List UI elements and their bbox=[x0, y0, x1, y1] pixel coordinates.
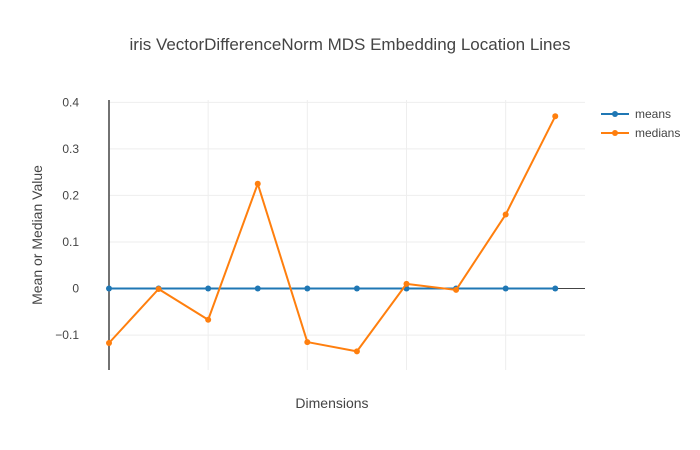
data-point-medians[interactable] bbox=[453, 286, 460, 293]
y-tick-label: −0.1 bbox=[55, 328, 79, 342]
data-point-means[interactable] bbox=[205, 285, 212, 292]
data-point-medians[interactable] bbox=[304, 339, 311, 346]
data-point-medians[interactable] bbox=[403, 280, 410, 287]
y-tick-label: 0.3 bbox=[62, 142, 79, 156]
grid-lines bbox=[109, 100, 585, 370]
legend-label-medians: medians bbox=[635, 126, 680, 140]
data-point-means[interactable] bbox=[552, 285, 559, 292]
legend-item-medians[interactable]: medians bbox=[601, 126, 680, 140]
y-tick-label: 0.2 bbox=[62, 188, 79, 202]
data-point-medians[interactable] bbox=[254, 180, 261, 187]
data-point-medians[interactable] bbox=[353, 348, 360, 355]
legend-item-means[interactable]: means bbox=[601, 107, 671, 121]
series-layer bbox=[106, 113, 559, 355]
data-point-medians[interactable] bbox=[502, 211, 509, 218]
y-tick-label: 0.4 bbox=[62, 95, 79, 109]
legend-marker-medians bbox=[612, 130, 618, 136]
legend[interactable]: means medians bbox=[601, 107, 680, 140]
y-axis-title: Mean or Median Value bbox=[29, 165, 45, 305]
legend-marker-means bbox=[612, 111, 618, 117]
tick-labels: −0.1 0 0.1 0.2 0.3 0.4 bbox=[55, 95, 79, 342]
x-axis-title: Dimensions bbox=[295, 395, 368, 411]
data-point-medians[interactable] bbox=[205, 316, 212, 323]
series-line-medians bbox=[108, 115, 557, 353]
data-point-means[interactable] bbox=[353, 285, 360, 292]
data-point-means[interactable] bbox=[254, 285, 261, 292]
data-point-medians[interactable] bbox=[552, 113, 559, 120]
data-point-means[interactable] bbox=[304, 285, 311, 292]
legend-label-means: means bbox=[635, 107, 671, 121]
data-point-means[interactable] bbox=[106, 285, 112, 292]
series-medians bbox=[106, 113, 559, 355]
data-point-medians[interactable] bbox=[106, 340, 112, 346]
data-point-means[interactable] bbox=[502, 285, 509, 292]
chart-title: iris VectorDifferenceNorm MDS Embedding … bbox=[130, 35, 571, 54]
y-tick-label: 0 bbox=[72, 282, 79, 296]
y-tick-label: 0.1 bbox=[62, 235, 79, 249]
data-point-medians[interactable] bbox=[155, 286, 162, 292]
